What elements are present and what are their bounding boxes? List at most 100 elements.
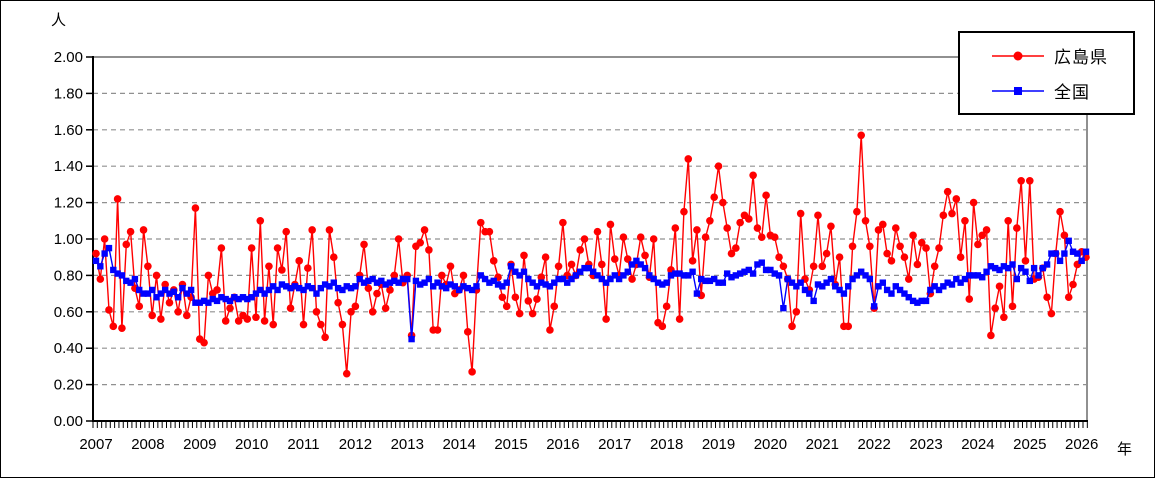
data-point-zenkoku [948, 281, 956, 288]
data-point-zenkoku [589, 268, 597, 275]
x-tick-label: 2023 [909, 436, 942, 453]
data-point-zenkoku [775, 272, 783, 279]
legend-item-hiroshima: 広島県 [960, 43, 1133, 68]
data-point-hiroshima [576, 246, 584, 254]
data-point-hiroshima [502, 302, 511, 311]
data-point-zenkoku [702, 277, 709, 285]
data-point-hiroshima [714, 162, 723, 170]
data-point-zenkoku [758, 259, 765, 266]
data-point-hiroshima [161, 280, 169, 289]
data-point-zenkoku [123, 277, 130, 285]
data-point-zenkoku [607, 275, 614, 283]
data-point-hiroshima [844, 322, 853, 331]
data-point-hiroshima [338, 320, 347, 329]
data-point-zenkoku [283, 283, 290, 290]
data-point-hiroshima [900, 253, 909, 261]
data-point-hiroshima [727, 249, 736, 258]
data-point-hiroshima [118, 324, 126, 332]
data-point-zenkoku [987, 263, 995, 270]
data-point-zenkoku [754, 261, 761, 268]
data-point-zenkoku [827, 275, 835, 283]
data-point-zenkoku [935, 286, 943, 294]
data-point-hiroshima [965, 295, 974, 303]
data-point-zenkoku [970, 272, 977, 279]
data-point-hiroshima [256, 217, 265, 225]
legend-marker-zenkoku-icon [992, 86, 1044, 95]
data-point-zenkoku [131, 275, 139, 283]
data-point-zenkoku [728, 274, 735, 281]
data-point-zenkoku [1009, 261, 1016, 268]
data-point-zenkoku [382, 281, 389, 288]
data-point-zenkoku [438, 283, 446, 290]
data-point-hiroshima [342, 369, 351, 378]
data-point-zenkoku [801, 286, 809, 294]
data-point-zenkoku [806, 290, 813, 297]
data-point-hiroshima [476, 218, 485, 227]
data-point-hiroshima [109, 322, 118, 331]
data-point-zenkoku [174, 294, 182, 301]
data-point-hiroshima [827, 222, 835, 231]
data-point-hiroshima [706, 217, 714, 225]
data-point-zenkoku [295, 284, 303, 292]
data-point-zenkoku [386, 279, 394, 286]
y-tick-label: 1.40 [54, 158, 83, 175]
data-point-zenkoku [1004, 264, 1012, 272]
data-point-zenkoku [914, 299, 921, 306]
data-point-hiroshima [105, 306, 113, 314]
data-point-hiroshima [273, 244, 282, 252]
data-point-zenkoku [810, 297, 817, 305]
data-point-zenkoku [723, 270, 731, 277]
data-point-hiroshima [874, 226, 883, 234]
data-point-hiroshima [982, 226, 991, 234]
data-point-hiroshima [226, 304, 234, 312]
data-point-zenkoku [425, 275, 433, 283]
x-tick-label: 2017 [598, 436, 631, 453]
data-point-zenkoku [486, 279, 493, 286]
y-tick-label: 1.00 [54, 231, 83, 248]
data-point-hiroshima [788, 322, 796, 331]
data-point-zenkoku [395, 279, 402, 286]
data-point-zenkoku [615, 275, 623, 283]
data-point-hiroshima [325, 226, 334, 234]
data-point-zenkoku [343, 283, 350, 290]
legend-sample-marker [1014, 86, 1022, 95]
data-point-hiroshima [234, 317, 243, 325]
data-point-hiroshima [693, 226, 701, 234]
data-point-zenkoku [1052, 250, 1059, 257]
y-axis-tick-labels: 0.00 0.20 0.40 0.60 0.80 1.00 1.20 1.40 1.60 1.80… [54, 49, 83, 430]
data-point-zenkoku [879, 279, 887, 286]
data-point-hiroshima [520, 251, 528, 260]
data-point-hiroshima [438, 271, 446, 280]
data-point-zenkoku [542, 281, 549, 288]
data-point-zenkoku [205, 299, 212, 306]
data-point-hiroshima [567, 260, 576, 269]
data-point-zenkoku [957, 279, 964, 286]
data-point-zenkoku [170, 288, 178, 295]
y-axis-unit-label: 人 [51, 12, 67, 29]
data-point-zenkoku [529, 279, 536, 286]
x-axis-tick-labels: 2007 2008 2009 2010 2011 2012 2013 2014 2015 2016… [79, 436, 1098, 453]
data-point-hiroshima [887, 257, 896, 265]
data-point-hiroshima [680, 207, 688, 216]
data-point-hiroshima [861, 217, 870, 225]
x-tick-label: 2007 [79, 436, 112, 453]
data-point-hiroshima [719, 198, 727, 207]
data-point-hiroshima [135, 302, 144, 311]
data-point-hiroshima [92, 249, 100, 258]
data-point-zenkoku [477, 272, 484, 279]
data-point-zenkoku [334, 284, 342, 292]
y-tick-label: 2.00 [54, 49, 83, 66]
data-point-hiroshima [606, 220, 615, 229]
data-point-hiroshima [144, 262, 152, 271]
data-point-hiroshima [1047, 309, 1056, 318]
data-point-hiroshima [1008, 302, 1017, 311]
data-point-zenkoku [490, 277, 497, 285]
data-point-zenkoku [996, 266, 1003, 274]
data-point-zenkoku [265, 286, 273, 294]
data-point-zenkoku [105, 244, 113, 252]
data-point-zenkoku [875, 283, 882, 290]
data-point-hiroshima [213, 286, 221, 294]
data-point-zenkoku [667, 272, 675, 279]
data-point-hiroshima [265, 262, 273, 271]
data-point-hiroshima [1021, 257, 1030, 265]
